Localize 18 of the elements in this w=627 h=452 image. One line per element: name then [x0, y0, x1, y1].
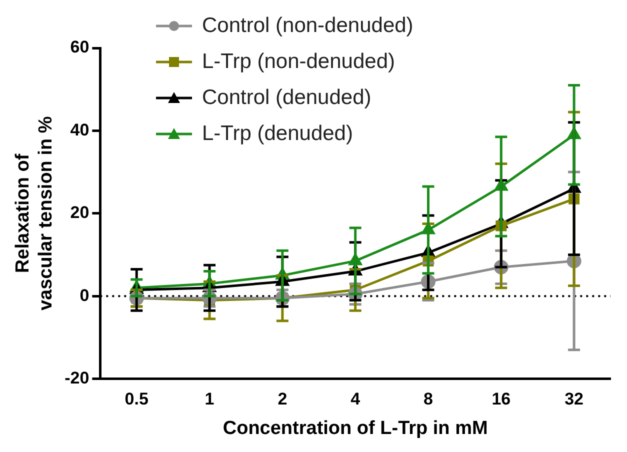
legend-label: Control (denuded) — [202, 86, 372, 110]
x-tick-label: 0.5 — [124, 390, 148, 409]
x-tick-label: 2 — [278, 390, 288, 409]
legend-label: L-Trp (non-denuded) — [202, 50, 395, 74]
y-tick-label: 0 — [80, 286, 90, 305]
x-tick-label: 16 — [492, 390, 511, 409]
y-axis-title: Relaxation of vascular tension in % — [12, 116, 56, 311]
y-tick-label: 60 — [70, 38, 90, 57]
y-tick-label: 40 — [70, 120, 90, 140]
x-tick-label: 32 — [564, 390, 584, 409]
x-tick-label: 8 — [424, 390, 433, 409]
y-tick-label: -20 — [64, 368, 90, 388]
x-axis-title: Concentration of L-Trp in mM — [222, 418, 488, 439]
legend-label: Control (non-denuded) — [202, 14, 414, 38]
legend-label: L-Trp (denuded) — [202, 122, 353, 146]
x-tick-label: 1 — [204, 390, 214, 409]
y-tick-label: 20 — [70, 203, 90, 222]
x-tick-label: 4 — [350, 390, 361, 409]
